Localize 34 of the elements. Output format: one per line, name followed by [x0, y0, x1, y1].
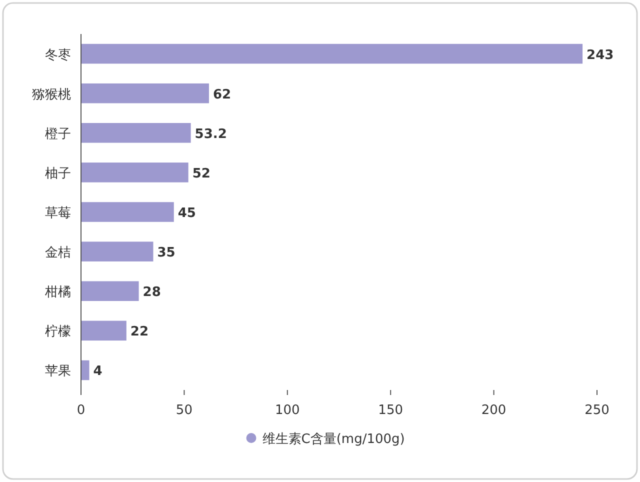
y-tick-label: 橙子 [45, 126, 71, 142]
y-tick-label: 柑橘 [44, 285, 71, 300]
x-tick-label: 50 [176, 403, 192, 418]
data-label: 62 [212, 87, 232, 102]
bar [81, 202, 174, 222]
y-tick-label: 柠檬 [45, 324, 71, 340]
x-tick-label: 250 [584, 403, 610, 418]
x-tick-label: 150 [378, 403, 404, 418]
bar [81, 83, 209, 104]
legend-label: 维生素C含量(mg/100g) [262, 432, 405, 447]
bar [81, 320, 126, 341]
data-label: 53.2 [194, 126, 227, 142]
data-label: 28 [142, 285, 161, 300]
data-label: 35 [157, 246, 176, 261]
bar [81, 162, 188, 182]
y-tick-label: 冬枣 [45, 48, 71, 63]
bar [81, 123, 191, 143]
y-tick-label: 草莓 [45, 206, 71, 221]
x-tick-label: 0 [76, 403, 86, 418]
y-tick-label: 金桔 [45, 246, 71, 261]
bar [81, 44, 583, 64]
data-label: 45 [178, 206, 196, 221]
y-tick-label: 苹果 [45, 364, 71, 380]
bar [81, 360, 90, 380]
x-tick-label: 200 [481, 403, 506, 418]
y-tick-label: 柚子 [45, 166, 71, 182]
y-tick-label: 猕猴桃 [32, 87, 71, 102]
data-label: 52 [192, 166, 210, 182]
data-label: 243 [586, 48, 614, 63]
data-label: 4 [93, 364, 102, 380]
bar [81, 242, 154, 262]
bar [81, 281, 139, 301]
x-tick-label: 100 [274, 403, 300, 418]
data-label: 22 [130, 324, 148, 340]
